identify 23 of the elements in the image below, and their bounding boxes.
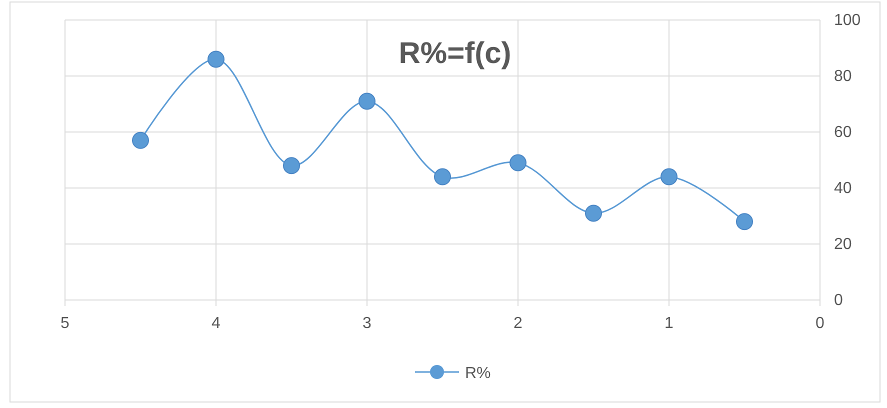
y-tick-label: 20	[834, 236, 852, 254]
y-tick-label: 60	[834, 124, 852, 142]
point	[660, 168, 678, 186]
point	[510, 154, 526, 172]
x-tick-label: 4	[212, 315, 221, 332]
y-tick-label: 80	[834, 68, 852, 86]
x-tick-label: 2	[514, 315, 523, 332]
legend-label: R%	[465, 365, 491, 382]
y-tick-label: 0	[834, 292, 843, 310]
point	[283, 157, 300, 174]
y-tick-label: 40	[834, 180, 852, 198]
point	[434, 168, 451, 186]
point	[358, 92, 376, 110]
point	[132, 132, 149, 149]
y-tick-label: 100	[834, 12, 861, 30]
x-tick-label: 3	[362, 315, 372, 332]
x-tick-label: 0	[816, 315, 825, 332]
point	[736, 213, 753, 230]
point	[208, 50, 224, 68]
x-tick-label: 5	[60, 315, 70, 332]
x-tick-label: 1	[664, 315, 674, 332]
text: R%=f(c)	[398, 37, 512, 70]
point	[585, 204, 602, 222]
